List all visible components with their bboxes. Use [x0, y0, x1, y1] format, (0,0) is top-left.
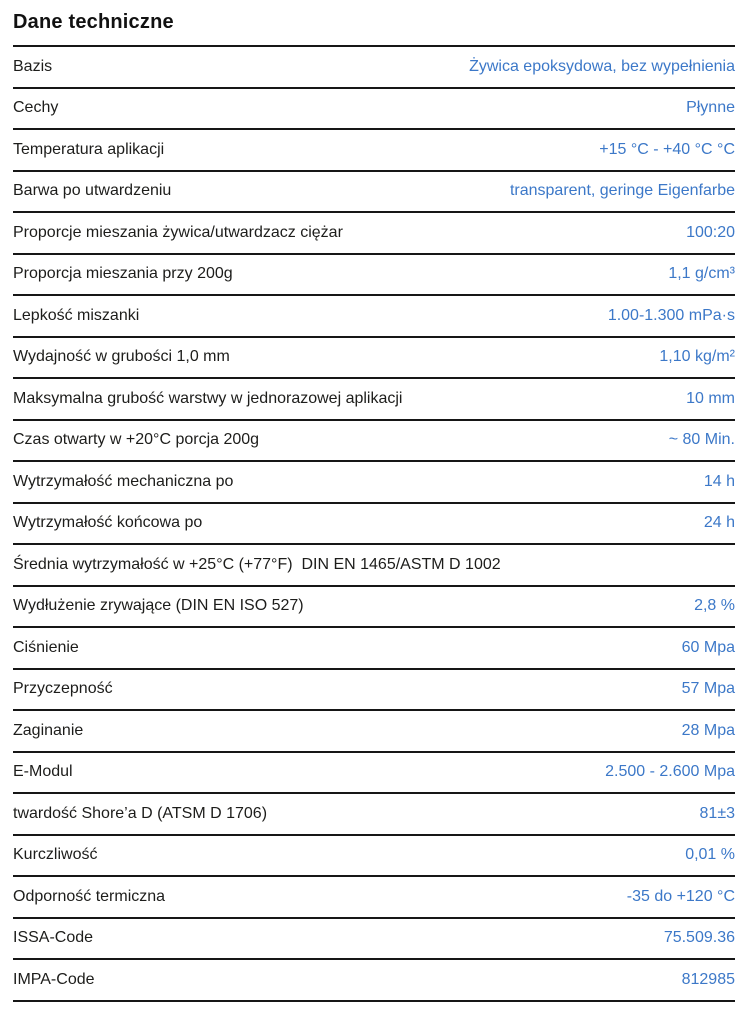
table-row: Lepkość miszanki 1.00-1.300 mPa·s	[13, 294, 735, 336]
spec-value: Płynne	[686, 99, 735, 117]
table-row: Temperatura aplikacji +15 °C - +40 °C °C	[13, 128, 735, 170]
spec-value: 60 Mpa	[681, 638, 735, 656]
spec-label: Wydłużenie zrywające (DIN EN ISO 527)	[13, 597, 304, 615]
spec-label: Odporność termiczna	[13, 887, 166, 905]
spec-value: 812985	[681, 970, 735, 988]
spec-label: ISSA-Code	[13, 929, 94, 947]
table-row: Barwa po utwardzeniu transparent, gering…	[13, 169, 735, 212]
spec-label: Kurczliwość	[13, 846, 98, 864]
spec-value: 1.00-1.300 mPa·s	[607, 306, 735, 324]
table-row: Proporcje mieszania żywica/utwardzacz ci…	[13, 211, 735, 253]
spec-value: 2,8 %	[694, 597, 735, 615]
spec-label: Maksymalna grubość warstwy w jednorazowe…	[13, 389, 403, 407]
table-row: Bazis Żywica epoksydowa, bez wypełnienia	[13, 45, 735, 87]
spec-label: E-Modul	[13, 763, 73, 781]
spec-label: Wytrzymałość końcowa po	[13, 514, 203, 532]
spec-label: Średnia wytrzymałość w +25°C (+77°F) DIN…	[13, 555, 501, 573]
spec-value: 75.509.36	[663, 929, 735, 947]
spec-label: Wydajność w grubości 1,0 mm	[13, 348, 230, 366]
spec-label: Cechy	[13, 99, 59, 117]
table-row: Kurczliwość 0,01 %	[13, 833, 735, 876]
spec-value: 1,10 kg/m²	[659, 348, 735, 366]
table-row: Wydłużenie zrywające (DIN EN ISO 527) 2,…	[13, 584, 735, 627]
table-row: Zaginanie 28 Mpa	[13, 709, 735, 751]
spec-value: transparent, geringe Eigenfarbe	[509, 182, 735, 200]
spec-label: Zaginanie	[13, 721, 84, 739]
spec-value: 0,01 %	[685, 846, 735, 864]
spec-value: 10 mm	[686, 389, 735, 407]
table-row: Przyczepność 57 Mpa	[13, 667, 735, 710]
spec-label: IMPA-Code	[13, 970, 95, 988]
spec-value: 2.500 - 2.600 Mpa	[605, 763, 735, 781]
spec-value: 24 h	[703, 514, 735, 532]
spec-label: Bazis	[13, 57, 53, 75]
spec-value: 28 Mpa	[681, 721, 735, 739]
table-row: Proporcja mieszania przy 200g 1,1 g/cm³	[13, 252, 735, 295]
table-row: Ciśnienie 60 Mpa	[13, 626, 735, 668]
table-row: IMPA-Code 812985	[13, 958, 735, 1000]
spec-label: Proporcja mieszania przy 200g	[13, 265, 233, 283]
spec-table: Bazis Żywica epoksydowa, bez wypełnienia…	[13, 45, 735, 1002]
spec-label: Barwa po utwardzeniu	[13, 182, 172, 200]
table-row: twardość Shore’a D (ATSM D 1706) 81±3	[13, 792, 735, 834]
table-row: Wydajność w grubości 1,0 mm 1,10 kg/m²	[13, 335, 735, 378]
spec-label: Ciśnienie	[13, 638, 79, 656]
spec-value: 57 Mpa	[681, 680, 735, 698]
spec-label: Przyczepność	[13, 680, 113, 698]
table-row: Wytrzymałość końcowa po 24 h	[13, 501, 735, 544]
spec-value: Żywica epoksydowa, bez wypełnienia	[469, 57, 735, 75]
spec-value: 14 h	[703, 472, 735, 490]
spec-label: Lepkość miszanki	[13, 306, 140, 324]
table-row: Średnia wytrzymałość w +25°C (+77°F) DIN…	[13, 543, 735, 585]
table-row: Cechy Płynne	[13, 86, 735, 129]
table-row: E-Modul 2.500 - 2.600 Mpa	[13, 750, 735, 793]
spec-label: Czas otwarty w +20°C porcja 200g	[13, 431, 260, 449]
spec-value: -35 do +120 °C	[626, 887, 735, 905]
spec-label: Wytrzymałość mechaniczna po	[13, 472, 234, 490]
page-title: Dane techniczne	[13, 11, 174, 33]
table-row: Maksymalna grubość warstwy w jednorazowe…	[13, 377, 735, 419]
spec-label: Temperatura aplikacji	[13, 140, 165, 158]
spec-value: +15 °C - +40 °C °C	[599, 140, 735, 158]
spec-label: Proporcje mieszania żywica/utwardzacz ci…	[13, 223, 343, 241]
spec-label: twardość Shore’a D (ATSM D 1706)	[13, 804, 268, 822]
table-row: Odporność termiczna -35 do +120 °C	[13, 875, 735, 917]
table-row: ISSA-Code 75.509.36	[13, 916, 735, 959]
spec-value: ~ 80 Min.	[668, 431, 735, 449]
spec-value: 100:20	[686, 223, 735, 241]
spec-value: 1,1 g/cm³	[668, 265, 735, 283]
table-row: Czas otwarty w +20°C porcja 200g ~ 80 Mi…	[13, 418, 735, 461]
spec-value: 81±3	[699, 804, 735, 822]
table-row: Wytrzymałość mechaniczna po 14 h	[13, 460, 735, 502]
